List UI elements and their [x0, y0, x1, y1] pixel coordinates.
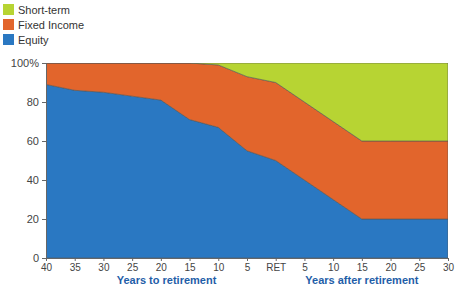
x-tick-mark	[391, 258, 392, 261]
chart: 0 20 40 60 80 100% 40 35 30 25 20 15 10 5 RET 5 10 15 20 25…	[0, 0, 464, 287]
x-tick: 20	[156, 258, 168, 273]
x-tick: 30	[98, 258, 110, 273]
legend-swatch	[3, 34, 14, 45]
x-tick-label: 30	[98, 262, 110, 273]
legend-label: Short-term	[18, 4, 70, 16]
area	[46, 63, 448, 141]
x-tick-mark	[103, 258, 104, 261]
x-tick-mark	[46, 258, 47, 261]
y-axis-line	[42, 64, 47, 259]
y-tick: 60	[27, 135, 46, 147]
x-tick: 15	[185, 258, 197, 273]
y-tick: 40	[27, 174, 46, 186]
x-tick-label: 10	[213, 262, 225, 273]
area	[46, 63, 448, 219]
x-tick-label: 15	[357, 262, 369, 273]
x-axis-title: Years to retirement	[117, 274, 217, 286]
x-tick-label: 25	[127, 262, 139, 273]
legend: Short-term Fixed Income Equity	[3, 4, 84, 46]
x-axis-line	[47, 259, 449, 262]
x-tick-mark	[132, 258, 133, 261]
x-tick: 5	[245, 258, 251, 273]
x-tick-label: 5	[245, 262, 251, 273]
legend-swatch	[3, 19, 14, 30]
x-tick-label: 40	[41, 262, 53, 273]
x-tick: 40	[41, 258, 53, 273]
x-axis-title: Years after retirement	[305, 274, 418, 286]
x-tick: RET	[266, 258, 286, 273]
x-tick-mark	[190, 258, 191, 261]
x-tick-mark	[333, 258, 334, 261]
x-tick: 35	[70, 258, 82, 273]
legend-label: Fixed Income	[18, 19, 84, 31]
y-tick-mark	[42, 258, 46, 259]
x-tick-mark	[448, 258, 449, 261]
x-axis: 40 35 30 25 20 15 10 5 RET 5 10 15 20 25 30	[41, 258, 455, 273]
x-tick-label: 10	[328, 262, 340, 273]
x-tick-label: 20	[386, 262, 398, 273]
x-tick: 10	[213, 258, 225, 273]
x-tick-label: 20	[156, 262, 168, 273]
legend-swatch	[3, 4, 14, 15]
y-tick-label: 100%	[11, 57, 39, 69]
y-tick-mark	[42, 63, 46, 64]
y-tick-mark	[42, 102, 46, 103]
x-tick-label: 5	[302, 262, 308, 273]
y-tick-mark	[42, 219, 46, 220]
x-tick-mark	[304, 258, 305, 261]
x-tick: 25	[414, 258, 426, 273]
y-tick-mark	[42, 141, 46, 142]
plot-area	[46, 63, 448, 258]
x-tick-mark	[276, 258, 277, 261]
y-tick: 20	[27, 213, 46, 225]
x-tick: 5	[302, 258, 308, 273]
y-tick-label: 60	[27, 135, 39, 147]
x-tick: 25	[127, 258, 139, 273]
x-tick: 15	[357, 258, 369, 273]
x-tick: 30	[443, 258, 455, 273]
y-tick-mark	[42, 180, 46, 181]
x-tick-mark	[161, 258, 162, 261]
x-tick-label: 30	[443, 262, 455, 273]
y-tick-label: 40	[27, 174, 39, 186]
y-tick-label: 80	[27, 96, 39, 108]
x-tick: 10	[328, 258, 340, 273]
x-tick-mark	[362, 258, 363, 261]
x-tick-label: 35	[70, 262, 82, 273]
x-tick-label: 25	[414, 262, 426, 273]
y-axis: 0 20 40 60 80 100%	[11, 57, 47, 264]
x-tick-mark	[218, 258, 219, 261]
y-tick: 80	[27, 96, 46, 108]
legend-label: Equity	[18, 34, 49, 46]
y-tick-label: 20	[27, 213, 39, 225]
y-tick: 100%	[11, 57, 46, 69]
x-tick-mark	[247, 258, 248, 261]
x-tick: 20	[386, 258, 398, 273]
x-tick-label: 15	[185, 262, 197, 273]
x-tick-mark	[419, 258, 420, 261]
x-tick-label: RET	[266, 262, 286, 273]
y-tick-label: 0	[33, 252, 39, 264]
x-tick-mark	[75, 258, 76, 261]
